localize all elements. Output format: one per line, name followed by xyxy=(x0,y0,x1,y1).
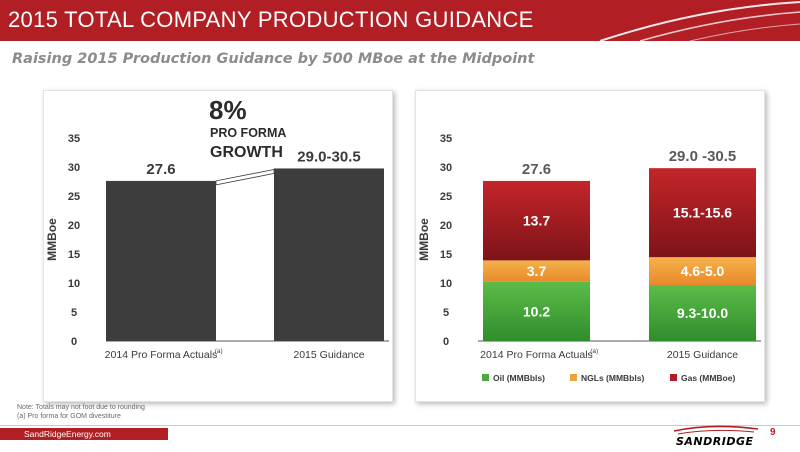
category-footnote-marker: (a) xyxy=(215,348,223,355)
footer-website-link[interactable]: SandRidgeEnergy.com xyxy=(24,429,111,439)
y-tick-label: 5 xyxy=(443,307,449,319)
total-bar xyxy=(106,180,216,341)
oil-segment xyxy=(649,285,756,341)
category-label: 2014 Pro Forma Actuals xyxy=(105,349,218,361)
y-tick-label: 20 xyxy=(68,220,80,232)
category-label: 2014 Pro Forma Actuals xyxy=(480,349,593,361)
stack-total-label: 27.6 xyxy=(522,161,551,178)
y-tick-label: 5 xyxy=(71,307,77,319)
legend-swatch xyxy=(570,374,577,381)
y-axis-label: MMBoe xyxy=(417,218,431,261)
segment-value-label: 13.7 xyxy=(523,213,550,229)
y-tick-label: 30 xyxy=(68,162,80,174)
category-footnote-marker: (a) xyxy=(590,348,598,355)
right-chart-panel: 35 30 25 20 15 10 5 0 MMBoe 10.2 3.7 13.7 27.6 9.3-10… xyxy=(415,90,765,402)
left-chart-panel: 35 30 25 20 15 10 5 0 MMBoe 27.6 29.0-30.5 8% PRO FO… xyxy=(43,90,393,402)
sandridge-logo: SANDRIDGE xyxy=(672,425,762,452)
y-tick-label: 0 xyxy=(443,336,449,348)
bar-value-label: 29.0-30.5 xyxy=(297,148,360,165)
footer-bar xyxy=(0,428,168,440)
logo-wordmark: SANDRIDGE xyxy=(676,435,754,447)
growth-line-1: PRO FORMA xyxy=(210,126,286,140)
legend-swatch xyxy=(482,374,489,381)
y-tick-label: 10 xyxy=(68,278,80,290)
note-pro-forma: (a) Pro forma for GOM divestiture xyxy=(17,413,121,420)
y-tick-label: 35 xyxy=(68,133,80,145)
gas-segment xyxy=(649,168,756,258)
ngl-segment xyxy=(649,257,756,286)
legend-label: NGLs (MMBbls) xyxy=(581,373,644,383)
total-bar xyxy=(274,168,384,341)
y-tick-label: 20 xyxy=(440,220,452,232)
y-tick-label: 30 xyxy=(440,162,452,174)
legend-swatch xyxy=(670,374,677,381)
growth-connector xyxy=(215,168,275,186)
category-label: 2015 Guidance xyxy=(293,349,364,361)
y-tick-label: 15 xyxy=(440,249,452,261)
y-tick-label: 10 xyxy=(440,278,452,290)
oil-segment xyxy=(483,281,590,341)
category-label: 2015 Guidance xyxy=(667,349,738,361)
note-rounding: Note: Totals may not foot due to roundin… xyxy=(17,404,145,411)
bar-value-label: 27.6 xyxy=(146,161,175,178)
total-production-chart: 35 30 25 20 15 10 5 0 MMBoe 27.6 29.0-30.5 8%PRO FO… xyxy=(45,95,389,361)
legend-label: Oil (MMBbls) xyxy=(493,373,545,383)
segment-value-label: 10.2 xyxy=(523,303,550,319)
y-tick-label: 35 xyxy=(440,133,452,145)
title-bar: 2015 TOTAL COMPANY PRODUCTION GUIDANCE xyxy=(0,0,800,41)
legend-label: Gas (MMBoe) xyxy=(681,373,735,383)
growth-line-2: GROWTH xyxy=(210,144,283,161)
y-tick-label: 15 xyxy=(68,249,80,261)
segment-value-label: 3.7 xyxy=(527,263,547,279)
y-tick-label: 0 xyxy=(71,336,77,348)
footer-divider xyxy=(0,425,800,426)
ngl-segment xyxy=(483,260,590,282)
y-tick-label: 25 xyxy=(68,191,80,203)
growth-percent: 8% xyxy=(209,95,247,125)
gas-segment xyxy=(483,180,590,261)
page-number: 9 xyxy=(770,427,776,438)
production-mix-chart: 35 30 25 20 15 10 5 0 MMBoe 10.2 3.7 13.7 27.6 9.3-10… xyxy=(417,133,761,383)
page-title: 2015 TOTAL COMPANY PRODUCTION GUIDANCE xyxy=(8,7,534,32)
y-tick-label: 25 xyxy=(440,191,452,203)
segment-value-label: 4.6-5.0 xyxy=(681,263,725,279)
slide-subtitle: Raising 2015 Production Guidance by 500 … xyxy=(12,51,535,67)
y-axis-label: MMBoe xyxy=(45,218,59,261)
header-swoosh-decoration xyxy=(599,1,800,41)
segment-value-label: 9.3-10.0 xyxy=(677,305,729,321)
footnote: Note: Totals may not foot due to roundin… xyxy=(17,403,145,421)
stack-total-label: 29.0 -30.5 xyxy=(669,148,737,165)
segment-value-label: 15.1-15.6 xyxy=(673,205,732,221)
